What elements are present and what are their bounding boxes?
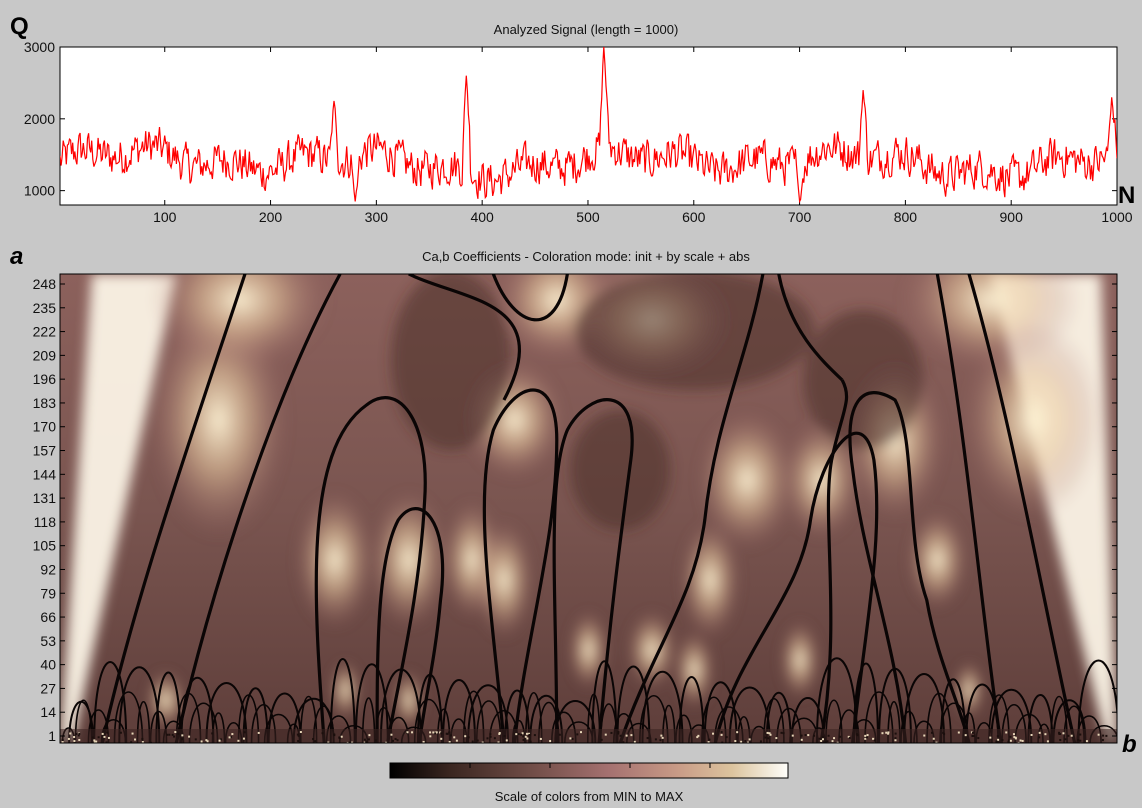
heatmap-image (60, 274, 1117, 743)
heatmap-y-tick-label: 248 (33, 276, 57, 292)
heatmap-y-tick-label: 131 (33, 490, 57, 506)
heatmap-y-tick-label: 209 (33, 347, 57, 363)
signal-plot-area (59, 46, 1118, 206)
heatmap-y-tick-label: 144 (33, 466, 57, 482)
heatmap-y-tick-label: 79 (40, 585, 56, 601)
colorbar (389, 762, 789, 779)
heatmap-frame (59, 273, 1118, 744)
heatmap-y-label: a (10, 243, 23, 270)
heatmap-y-tick-label: 196 (33, 371, 57, 387)
heatmap-y-tick-label: 118 (34, 514, 57, 530)
heatmap-x-label: b (1122, 731, 1137, 758)
signal-x-tick-label: 200 (259, 209, 283, 225)
signal-y-tick-label: 2000 (24, 111, 55, 127)
heatmap-y-tick-label: 27 (40, 680, 56, 696)
signal-axes: 100 200 300 400 500 600 700 800 900 1000 1000 2000 3… (24, 39, 1133, 225)
heatmap-title: Ca,b Coefficients - Coloration mode: ini… (422, 249, 750, 264)
signal-x-tick-label: 400 (470, 209, 494, 225)
heatmap-y-tick-label: 222 (33, 324, 57, 340)
signal-x-label: N (1118, 182, 1135, 209)
heatmap-y-tick-label: 105 (33, 538, 57, 554)
heatmap-y-tick-label: 1 (48, 728, 56, 744)
signal-y-tick-label: 3000 (24, 39, 55, 55)
heatmap-y-tick-label: 157 (33, 443, 57, 459)
signal-x-tick-label: 600 (682, 209, 706, 225)
signal-series-line (60, 47, 1117, 204)
signal-title: Analyzed Signal (length = 1000) (494, 22, 679, 37)
signal-x-tick-label: 1000 (1101, 209, 1132, 225)
signal-x-tick-label: 800 (894, 209, 918, 225)
signal-y-tick-label: 1000 (24, 183, 55, 199)
heatmap-y-tick-label: 40 (40, 657, 56, 673)
signal-x-tick-label: 700 (788, 209, 812, 225)
signal-y-label: Q (10, 13, 29, 40)
signal-x-tick-label: 500 (576, 209, 600, 225)
heatmap-y-tick-label: 14 (40, 704, 56, 720)
signal-x-tick-label: 300 (365, 209, 389, 225)
signal-x-tick-label: 100 (153, 209, 177, 225)
colorbar-label: Scale of colors from MIN to MAX (495, 789, 684, 804)
heatmap-y-tick-label: 183 (33, 395, 57, 411)
heatmap-axes: 1 14 27 40 53 66 79 92 105 118 131 144 157 170 183 196 2… (33, 276, 1117, 744)
heatmap-y-tick-label: 92 (40, 561, 56, 577)
heatmap-y-tick-label: 235 (33, 300, 57, 316)
colorbar-ticks (469, 763, 711, 768)
heatmap-y-tick-label: 53 (40, 633, 56, 649)
heatmap-y-tick-label: 170 (33, 419, 57, 435)
heatmap-y-tick-label: 66 (40, 609, 56, 625)
signal-x-tick-label: 900 (1000, 209, 1024, 225)
